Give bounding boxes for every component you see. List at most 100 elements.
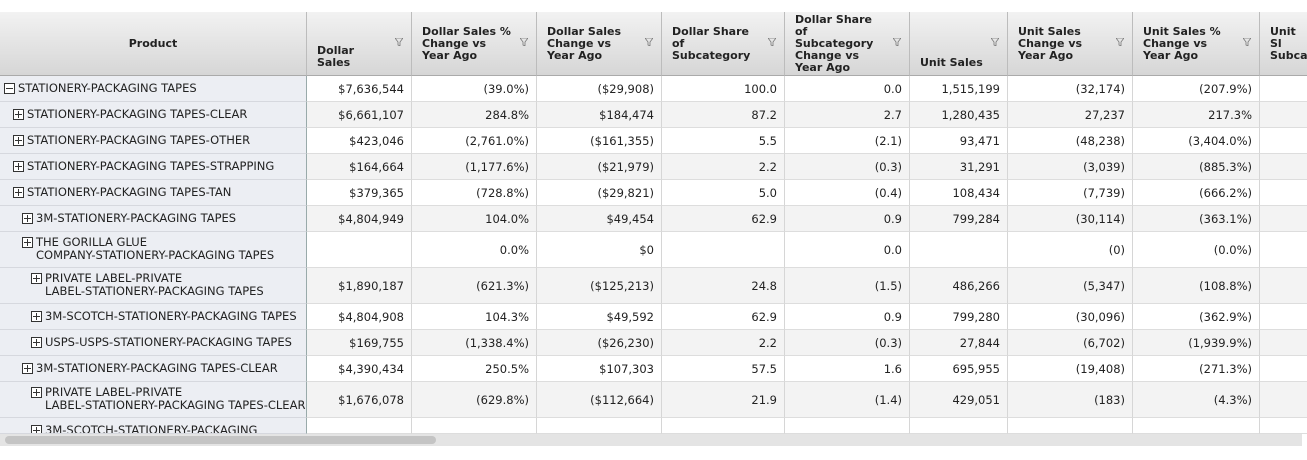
- cell: 0.0: [785, 232, 910, 268]
- expand-icon[interactable]: [22, 363, 33, 374]
- cell: (0.0%): [1133, 232, 1260, 268]
- cell: [1260, 268, 1307, 304]
- filter-icon[interactable]: [991, 38, 999, 46]
- cell: (7,739): [1008, 180, 1133, 206]
- product-line: LABEL-STATIONERY-PACKAGING TAPES-CLEAR: [45, 398, 306, 412]
- column-header[interactable]: Unit Sales % Change vs Year Ago: [1133, 12, 1260, 76]
- cell: [1260, 76, 1307, 102]
- column-header[interactable]: Unit Sales Change vs Year Ago: [1008, 12, 1133, 76]
- filter-icon[interactable]: [768, 38, 776, 46]
- product-name: USPS-USPS-STATIONERY-PACKAGING TAPES: [45, 336, 292, 349]
- cell: (629.8%): [412, 382, 537, 418]
- product-line: STATIONERY-PACKAGING TAPES-TAN: [27, 185, 232, 199]
- cell: (5,347): [1008, 268, 1133, 304]
- cell: [1260, 356, 1307, 382]
- cell: 100.0: [662, 76, 785, 102]
- row-header: STATIONERY-PACKAGING TAPES-TAN: [0, 180, 307, 206]
- cell: (6,702): [1008, 330, 1133, 356]
- cell: [537, 418, 662, 434]
- product-line: THE GORILLA GLUE: [36, 235, 147, 249]
- row-header: STATIONERY-PACKAGING TAPES: [0, 76, 307, 102]
- cell: (2,761.0%): [412, 128, 537, 154]
- product-name: STATIONERY-PACKAGING TAPES-STRAPPING: [27, 160, 274, 173]
- cell: [1008, 418, 1133, 434]
- column-header[interactable]: Dollar Share of Subcategory: [662, 12, 785, 76]
- cell: 57.5: [662, 356, 785, 382]
- filter-icon[interactable]: [395, 38, 403, 46]
- column-header[interactable]: Dollar Sales Change vs Year Ago: [537, 12, 662, 76]
- cell: 0.9: [785, 206, 910, 232]
- cell: 5.0: [662, 180, 785, 206]
- column-header[interactable]: Dollar Sales: [307, 12, 412, 76]
- filter-icon[interactable]: [893, 38, 901, 46]
- cell: (1,939.9%): [1133, 330, 1260, 356]
- scrollbar-thumb[interactable]: [5, 436, 436, 444]
- product-line: 3M-STATIONERY-PACKAGING TAPES-CLEAR: [36, 361, 278, 375]
- cell: 486,266: [910, 268, 1008, 304]
- cell: 695,955: [910, 356, 1008, 382]
- row-header: THE GORILLA GLUE COMPANY-STATIONERY-PACKA…: [0, 232, 307, 268]
- filter-icon[interactable]: [520, 38, 528, 46]
- cell: 217.3%: [1133, 102, 1260, 128]
- row-header: STATIONERY-PACKAGING TAPES-CLEAR: [0, 102, 307, 128]
- column-header[interactable]: Dollar Share of Subcategory Change vs Ye…: [785, 12, 910, 76]
- cell: (1.4): [785, 382, 910, 418]
- cell: [1260, 382, 1307, 418]
- filter-icon[interactable]: [1243, 38, 1251, 46]
- product-name: STATIONERY-PACKAGING TAPES-TAN: [27, 186, 231, 199]
- cell: [785, 418, 910, 434]
- cell: (3,039): [1008, 154, 1133, 180]
- cell: (0): [1008, 232, 1133, 268]
- expand-icon[interactable]: [13, 187, 24, 198]
- cell: $184,474: [537, 102, 662, 128]
- cell: (3,404.0%): [1133, 128, 1260, 154]
- expand-icon[interactable]: [13, 135, 24, 146]
- cell: 0.0%: [412, 232, 537, 268]
- product-name: STATIONERY-PACKAGING TAPES-CLEAR: [27, 108, 247, 121]
- filter-icon[interactable]: [645, 38, 653, 46]
- product-name: 3M-STATIONERY-PACKAGING TAPES: [36, 212, 236, 225]
- column-header[interactable]: Unit Sales: [910, 12, 1008, 76]
- cell: 250.5%: [412, 356, 537, 382]
- cell: ($21,979): [537, 154, 662, 180]
- filter-icon[interactable]: [1116, 38, 1124, 46]
- product-line: 3M-STATIONERY-PACKAGING TAPES: [36, 211, 237, 225]
- cell: 31,291: [910, 154, 1008, 180]
- product-line: STATIONERY-PACKAGING TAPES: [18, 81, 197, 95]
- expand-icon[interactable]: [31, 387, 42, 398]
- expand-icon[interactable]: [22, 237, 33, 248]
- column-header[interactable]: Product: [0, 12, 307, 76]
- cell: ($29,908): [537, 76, 662, 102]
- expand-icon[interactable]: [31, 273, 42, 284]
- cell: 0.0: [785, 76, 910, 102]
- cell: (183): [1008, 382, 1133, 418]
- cell: 62.9: [662, 206, 785, 232]
- expand-icon[interactable]: [13, 161, 24, 172]
- cell: (666.2%): [1133, 180, 1260, 206]
- column-header[interactable]: Dollar Sales % Change vs Year Ago: [412, 12, 537, 76]
- row-header: 3M-STATIONERY-PACKAGING TAPES: [0, 206, 307, 232]
- cell: (0.4): [785, 180, 910, 206]
- expand-icon[interactable]: [22, 213, 33, 224]
- expand-icon[interactable]: [31, 425, 42, 433]
- cell: ($26,230): [537, 330, 662, 356]
- cell: 1,280,435: [910, 102, 1008, 128]
- expand-icon[interactable]: [31, 337, 42, 348]
- cell: $164,664: [307, 154, 412, 180]
- cell: (19,408): [1008, 356, 1133, 382]
- cell: $1,890,187: [307, 268, 412, 304]
- cell: ($29,821): [537, 180, 662, 206]
- cell: 21.9: [662, 382, 785, 418]
- cell: (48,238): [1008, 128, 1133, 154]
- column-header[interactable]: Unit Sl Subca: [1260, 12, 1307, 76]
- product-line: 3M-SCOTCH-STATIONERY-PACKAGING: [45, 423, 258, 434]
- expand-icon[interactable]: [4, 83, 15, 94]
- cell: [1260, 128, 1307, 154]
- cell: (4.3%): [1133, 382, 1260, 418]
- expand-icon[interactable]: [13, 109, 24, 120]
- cell: 284.8%: [412, 102, 537, 128]
- cell: [1260, 206, 1307, 232]
- expand-icon[interactable]: [31, 311, 42, 322]
- cell: [662, 232, 785, 268]
